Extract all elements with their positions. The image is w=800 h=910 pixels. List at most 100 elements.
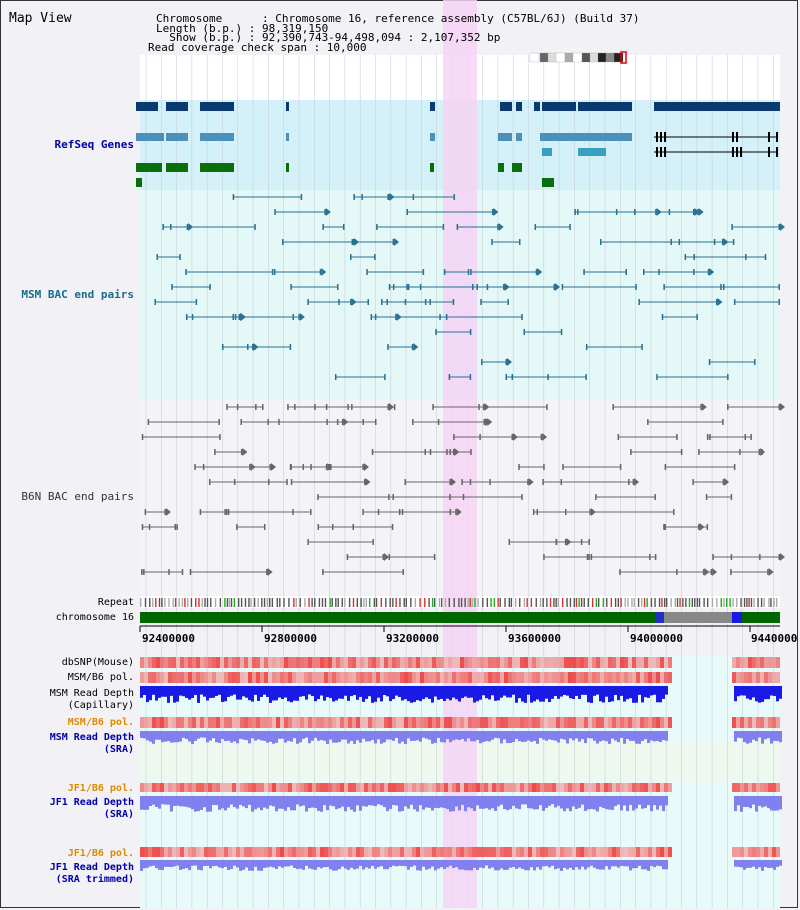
repeat-element [337, 598, 339, 607]
msm-depth-sra-bar [197, 731, 200, 739]
jf1-pol-cell [152, 783, 156, 792]
msm-depth-cap-bar [155, 686, 158, 701]
msm-pol-cell [384, 672, 388, 683]
jf1-depth-sra-bar [341, 796, 344, 807]
jf1-pol-cell [540, 847, 544, 857]
msm-depth-cap-bar [329, 686, 332, 699]
msm-depth-sra-bar [257, 731, 260, 740]
jf1-depth-sra-bar [344, 796, 347, 812]
jf1-depth-sra-bar [404, 796, 407, 807]
msm-pol-cell [580, 717, 584, 728]
msm-depth-sra-bar [533, 731, 536, 741]
msm-bac-pair-end [696, 314, 698, 320]
jf1-pol-cell [360, 847, 364, 857]
track-label-b6n-bac[interactable]: B6N BAC end pairs [21, 490, 134, 503]
msm-pol-cell [240, 717, 244, 728]
track-label-jf1-depth-trim: JF1 Read Depth [49, 862, 134, 873]
msm-pol-cell [224, 717, 228, 728]
refseq-gene [498, 163, 504, 172]
jf1-depth-sra-bar [299, 796, 302, 807]
msm-depth-sra-bar [221, 731, 224, 739]
jf1-depth-trim-bar [293, 860, 296, 868]
repeat-element [748, 598, 750, 607]
msm-pol-cell [520, 672, 524, 683]
jf1-depth-trim-bar [623, 860, 626, 867]
jf1-depth-sra-bar [500, 796, 503, 805]
msm-bac-pair-arrow [694, 208, 700, 216]
dbsnp-cell [768, 657, 772, 668]
jf1-depth-sra-bar [347, 796, 350, 808]
msm-bac-pair-end [684, 254, 687, 260]
msm-depth-sra-bar [746, 731, 749, 744]
dbsnp-cell [268, 657, 272, 668]
msm-pol-cell [612, 672, 616, 683]
jf1-pol-cell [644, 847, 648, 857]
repeat-element [460, 598, 463, 607]
dbsnp-cell [252, 657, 256, 668]
jf1-depth-trim-bar [536, 860, 539, 868]
jf1-depth-sra-bar [488, 796, 491, 810]
msm-bac-pair-end [708, 359, 711, 365]
msm-depth-sra-bar [458, 731, 461, 741]
jf1-pol-cell [744, 847, 748, 857]
msm-depth-cap-bar [176, 686, 179, 702]
jf1-pol-cell [420, 783, 424, 792]
dbsnp-cell [152, 657, 156, 668]
b6n-bac-pair-arrow [384, 553, 390, 561]
jf1-pol-cell [604, 847, 608, 857]
msm-bac-pair-end [282, 239, 284, 245]
msm-bac-pair-end [707, 269, 710, 275]
msm-depth-cap-bar [632, 686, 635, 703]
msm-pol-cell [516, 717, 520, 728]
msm-pol-cell [384, 717, 388, 728]
msm-depth-cap-bar [449, 686, 452, 701]
jf1-pol-cell [200, 847, 204, 857]
jf1-depth-trim-bar [524, 860, 527, 871]
jf1-pol-cell [428, 847, 432, 857]
msm-pol-cell [564, 672, 568, 683]
msm-bac-pair-end [727, 374, 729, 380]
track-label-msm-bac[interactable]: MSM BAC end pairs [21, 288, 134, 301]
msm-bac-pair-arrow [717, 298, 723, 306]
msm-depth-cap-bar [506, 686, 509, 698]
jf1-depth-sra-bar [338, 796, 341, 809]
dbsnp-cell [164, 657, 168, 668]
dbsnp-cell [148, 657, 152, 668]
jf1-depth-trim-bar [749, 860, 752, 868]
dbsnp-cell [776, 657, 780, 668]
msm-depth-sra-bar [320, 731, 323, 741]
jf1-depth-sra-bar [224, 796, 227, 811]
jf1-pol-cell [232, 783, 236, 792]
repeat-element [580, 598, 583, 607]
msm-depth-cap-bar [752, 686, 755, 698]
dbsnp-cell [732, 657, 736, 668]
msm-pol-cell [228, 717, 232, 728]
repeat-element [617, 598, 620, 607]
refseq-gene [542, 102, 576, 111]
msm-pol-cell [396, 717, 400, 728]
msm-pol-cell [528, 672, 532, 683]
msm-pol-cell [752, 672, 756, 683]
dbsnp-cell [140, 657, 144, 668]
repeat-element [595, 598, 598, 607]
repeat-element [631, 598, 633, 607]
jf1-pol-cell [340, 783, 344, 792]
jf1-pol-cell [172, 783, 176, 792]
msm-depth-sra-bar [215, 731, 218, 743]
track-label-refseq[interactable]: RefSeq Genes [54, 138, 134, 151]
jf1-depth-trim-bar [590, 860, 593, 866]
jf1-depth-trim-bar [533, 860, 536, 871]
jf1-depth-sra-bar [551, 796, 554, 805]
msm-pol-cell [520, 717, 524, 728]
msm-pol-cell [436, 717, 440, 728]
msm-pol-cell [472, 672, 476, 683]
b6n-bac-pair-end [267, 419, 269, 425]
msm-pol-cell [312, 672, 316, 683]
jf1-depth-trim-bar [434, 860, 437, 871]
jf1-depth-trim-bar [587, 860, 590, 868]
repeat-element [233, 598, 236, 607]
msm-bac-pair-end [156, 254, 159, 260]
refseq-gene [286, 163, 289, 172]
jf1-pol-cell [168, 847, 172, 857]
jf1-pol-cell [388, 847, 392, 857]
